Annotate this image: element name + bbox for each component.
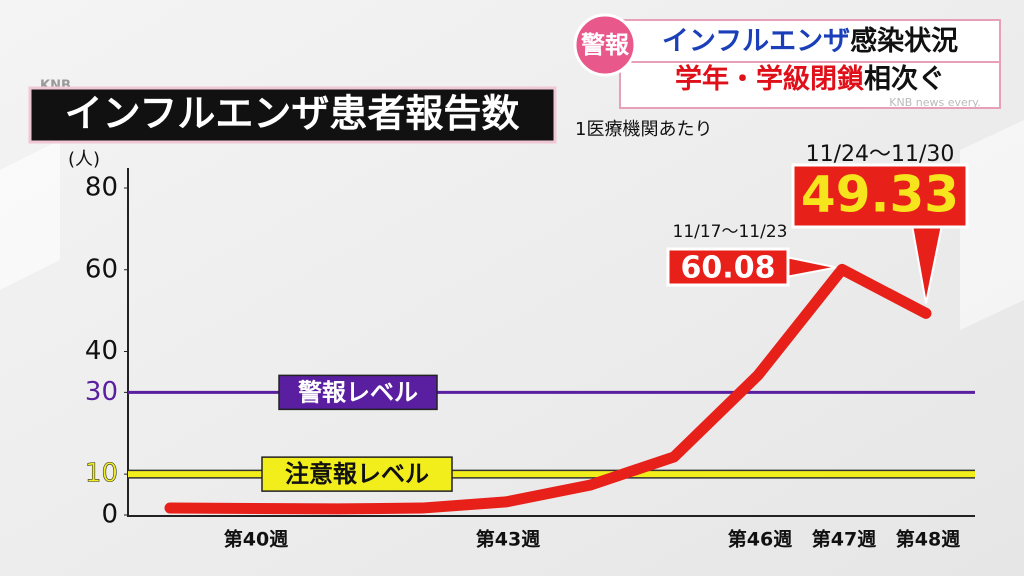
data-line bbox=[164, 263, 932, 515]
y-tick-label: 30 bbox=[85, 377, 118, 407]
y-tick-label: 60 bbox=[85, 254, 118, 284]
headline-line: 学年・学級閉鎖相次ぐ bbox=[675, 63, 945, 95]
headline-badge bbox=[573, 13, 637, 77]
threshold-label-box bbox=[261, 456, 453, 492]
headline-part: 相次ぐ bbox=[864, 64, 945, 95]
chart-subtitle: 1医療機関あたり bbox=[575, 119, 712, 140]
data-label: 49.33 bbox=[801, 166, 959, 224]
headline-badge-text: 警報 bbox=[580, 31, 630, 59]
callout-box bbox=[791, 163, 969, 229]
bg-shape bbox=[0, 140, 60, 290]
headline-box bbox=[619, 19, 1001, 63]
point-note: 11/17～11/23 bbox=[673, 222, 788, 242]
bg-shape bbox=[960, 120, 1024, 330]
x-tick-label: 第47週 bbox=[812, 528, 876, 551]
x-tick-label: 第40週 bbox=[224, 528, 288, 551]
point-note: 11/24～11/30 bbox=[806, 142, 955, 167]
headline-box bbox=[619, 61, 1001, 109]
y-tick-label: 40 bbox=[85, 336, 118, 366]
threshold-label: 警報レベル bbox=[297, 378, 418, 406]
headline-part: 学年・学級閉鎖 bbox=[675, 63, 864, 95]
threshold-label: 注意報レベル bbox=[285, 460, 429, 488]
headline-part: インフルエンザ bbox=[662, 26, 850, 57]
headline-part: 感染状況 bbox=[850, 25, 958, 57]
x-tick-label: 第48週 bbox=[896, 528, 960, 551]
y-tick-label: 80 bbox=[85, 173, 118, 203]
chart-title: インフルエンザ患者報告数 bbox=[65, 92, 520, 136]
threshold-label-box bbox=[278, 374, 438, 411]
title-box bbox=[28, 86, 557, 144]
watermark: KNB news every. bbox=[889, 96, 980, 109]
y-tick-label: 10 bbox=[85, 459, 118, 489]
x-tick-label: 第46週 bbox=[728, 528, 792, 551]
data-label: 60.08 bbox=[681, 251, 776, 286]
callout-box bbox=[666, 247, 790, 287]
headline-line: インフルエンザ感染状況 bbox=[662, 25, 958, 57]
y-tick-label: 0 bbox=[101, 500, 118, 530]
x-tick-label: 第43週 bbox=[476, 528, 540, 551]
y-axis-label: (人) bbox=[68, 149, 100, 170]
